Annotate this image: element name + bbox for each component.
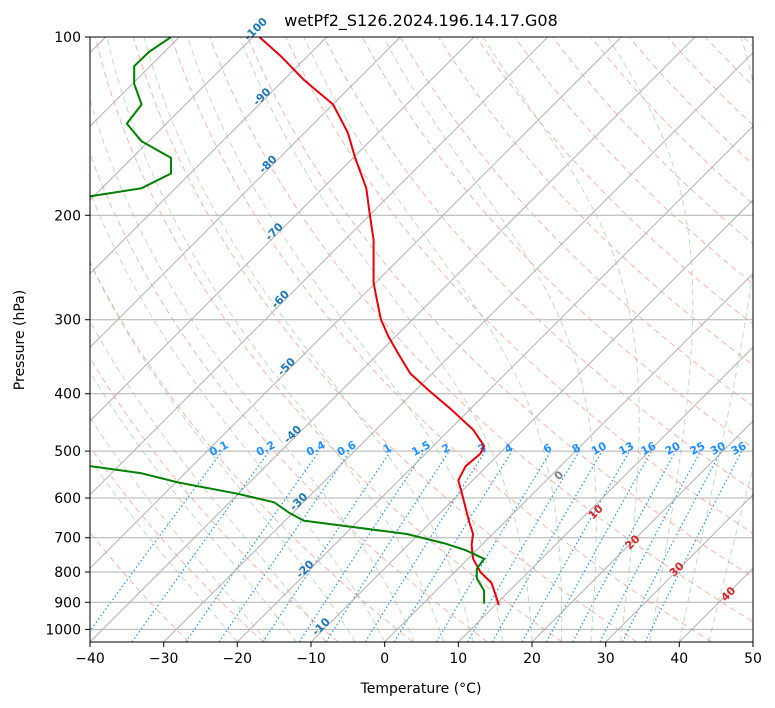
temperature-profile-line bbox=[258, 37, 500, 606]
isotherm-line bbox=[90, 37, 254, 201]
mixing-ratio-label: 30 bbox=[708, 439, 728, 458]
moist-adiabat-line bbox=[678, 37, 753, 642]
x-tick-label: 10 bbox=[449, 651, 467, 667]
y-tick-label: 400 bbox=[54, 387, 81, 403]
x-axis-title: Temperature (°C) bbox=[360, 681, 482, 697]
moist-adiabat-line bbox=[382, 37, 597, 642]
mixing-ratio-line bbox=[185, 450, 320, 642]
dry-adiabat-line bbox=[247, 37, 753, 578]
isotherm-line bbox=[310, 199, 753, 642]
dry-adiabat-line bbox=[552, 37, 753, 245]
mixing-ratio-label: 10 bbox=[589, 439, 609, 458]
isotherm-line bbox=[163, 51, 753, 642]
x-tick-label: 30 bbox=[597, 651, 615, 667]
dry-adiabat-line bbox=[323, 37, 753, 491]
isobar-grid bbox=[90, 37, 753, 630]
plot-frame bbox=[89, 36, 754, 643]
plot-area bbox=[90, 37, 753, 642]
dry-adiabat-line bbox=[437, 37, 753, 366]
profile-series bbox=[90, 37, 500, 606]
isotherm-line bbox=[90, 37, 622, 570]
mixing-ratio-line bbox=[325, 450, 450, 642]
y-tick-label: 900 bbox=[54, 595, 81, 611]
moist-adiabat-line bbox=[482, 37, 640, 642]
isotherm-line bbox=[236, 125, 753, 642]
mixing-ratio-line bbox=[435, 450, 552, 642]
mixing-ratio-label: 20 bbox=[663, 439, 683, 458]
moist-adiabat-line bbox=[90, 416, 268, 642]
dry-adiabat-line bbox=[90, 152, 488, 642]
moist-adiabat-line bbox=[303, 37, 563, 642]
mixing-ratio-label: 36 bbox=[729, 439, 749, 458]
moist-adiabat-line bbox=[607, 37, 694, 642]
dry-adiabat-line bbox=[590, 37, 753, 205]
isotherm-line bbox=[90, 37, 401, 349]
mixing-ratio-line bbox=[491, 450, 603, 642]
mixing-ratio-line bbox=[572, 450, 677, 642]
moist-adiabat-line bbox=[708, 466, 753, 642]
x-tick-label: −20 bbox=[223, 651, 253, 667]
moist-adiabat-line bbox=[90, 320, 327, 642]
dry-adiabat-line bbox=[209, 37, 753, 623]
isotherm-line bbox=[531, 420, 753, 642]
isotherm-line bbox=[90, 37, 328, 275]
moist-adiabat-line bbox=[90, 458, 238, 642]
isotherm-line bbox=[90, 37, 696, 642]
dry-adiabat-line bbox=[94, 37, 563, 642]
x-axis: −40 −30 −20 −10 0 10 20 30 40 50 bbox=[75, 642, 762, 667]
y-axis: 100 200 300 400 500 600 700 800 900 1000 bbox=[45, 30, 90, 638]
dry-adiabat-line bbox=[132, 37, 638, 642]
x-tick-label: −40 bbox=[75, 651, 105, 667]
isotherm-grid bbox=[90, 37, 753, 642]
mixing-ratio-line bbox=[131, 450, 270, 642]
mixing-ratio-line bbox=[521, 450, 631, 642]
dry-adiabat-line bbox=[475, 37, 753, 325]
dry-adiabat-line bbox=[90, 446, 264, 642]
mixing-ratio-line bbox=[466, 450, 580, 642]
moist-adiabat-line bbox=[90, 370, 297, 642]
x-tick-label: −30 bbox=[149, 651, 179, 667]
isotherm-line bbox=[384, 272, 753, 642]
mixing-ratio-line bbox=[218, 450, 351, 642]
moist-adiabat-line bbox=[143, 37, 474, 642]
mixing-ratio-label: 13 bbox=[617, 439, 637, 458]
dry-adiabat-line bbox=[361, 37, 753, 449]
moist-adiabat-line bbox=[90, 190, 386, 642]
y-tick-label: 200 bbox=[54, 208, 81, 224]
isotherm-line bbox=[90, 37, 475, 422]
y-tick-label: 500 bbox=[54, 444, 81, 460]
mixing-ratio-label: 25 bbox=[688, 439, 708, 458]
isotherm-line bbox=[457, 346, 753, 642]
y-axis-title: Pressure (hPa) bbox=[12, 290, 28, 390]
moist-adiabat-line bbox=[106, 37, 445, 642]
dry-adiabat-line bbox=[90, 260, 414, 642]
y-tick-label: 1000 bbox=[45, 622, 81, 638]
isotherm-line bbox=[605, 493, 753, 642]
mixing-ratio-lines bbox=[90, 450, 743, 642]
y-tick-label: 800 bbox=[54, 565, 81, 581]
mixing-ratio-line bbox=[90, 450, 223, 632]
y-tick-label: 600 bbox=[54, 491, 81, 507]
dry-adiabat-line bbox=[285, 37, 753, 535]
x-tick-label: −10 bbox=[296, 651, 326, 667]
moist-adiabat-line bbox=[90, 261, 356, 642]
x-tick-label: 40 bbox=[670, 651, 688, 667]
mixing-ratio-line bbox=[364, 450, 486, 642]
y-tick-label: 100 bbox=[54, 30, 81, 46]
moist-adiabat-line bbox=[239, 37, 533, 642]
dry-adiabat-line bbox=[90, 356, 339, 642]
mixing-ratio-label: 16 bbox=[639, 439, 659, 458]
dewpoint-profile-line bbox=[90, 37, 486, 604]
x-tick-label: 0 bbox=[380, 651, 389, 667]
chart-title: wetPf2_S126.2024.196.14.17.G08 bbox=[284, 11, 558, 31]
isotherm-line bbox=[90, 37, 549, 496]
x-tick-label: 20 bbox=[523, 651, 541, 667]
x-tick-label: 50 bbox=[744, 651, 762, 667]
mixing-ratio-line bbox=[393, 450, 513, 642]
y-tick-label: 300 bbox=[54, 313, 81, 329]
y-tick-label: 700 bbox=[54, 531, 81, 547]
dry-adiabat-line bbox=[399, 37, 753, 407]
moist-adiabat-line bbox=[187, 37, 503, 642]
